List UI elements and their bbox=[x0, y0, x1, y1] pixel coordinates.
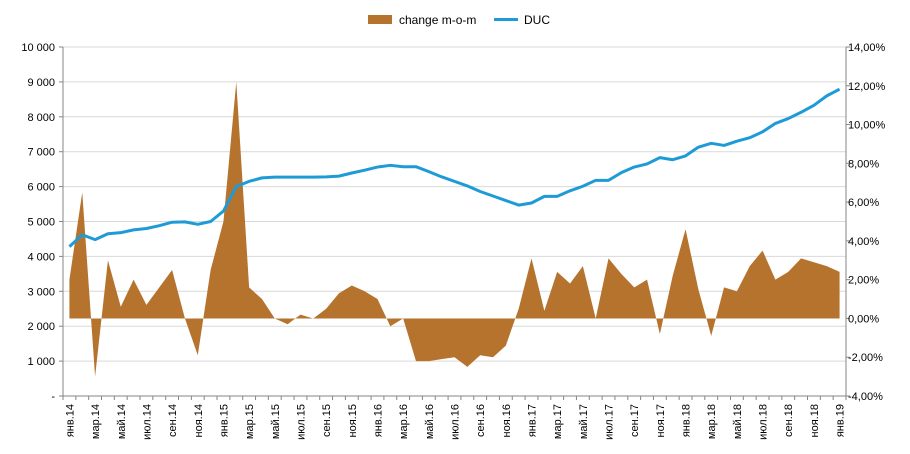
left-axis-tick-label: 7 000 bbox=[27, 147, 55, 159]
right-axis-tick-label: 2,00% bbox=[848, 275, 879, 287]
x-axis-tick-label: май.15 bbox=[270, 404, 282, 439]
x-axis-tick-label: ноя.15 bbox=[347, 404, 359, 437]
x-axis-tick-label: июл.16 bbox=[450, 404, 462, 440]
left-axis-tick-label: 8 000 bbox=[27, 112, 55, 124]
right-axis-tick-label: 14,00% bbox=[848, 42, 886, 54]
left-axis-tick-label: 1 000 bbox=[27, 356, 55, 368]
x-axis-tick-label: янв.18 bbox=[681, 404, 693, 437]
x-axis-tick-label: ноя.17 bbox=[655, 404, 667, 437]
legend-label-change-mom: change m-o-m bbox=[399, 13, 476, 27]
duc-line-series bbox=[68, 87, 841, 248]
left-axis-tick-label: 5 000 bbox=[27, 217, 55, 229]
left-axis-tick-label: 6 000 bbox=[27, 182, 55, 194]
x-axis-tick-label: мар.17 bbox=[552, 404, 564, 439]
x-axis-tick-label: янв.17 bbox=[527, 404, 539, 437]
x-axis-tick-label: июл.18 bbox=[758, 404, 770, 440]
right-axis-tick-label: -2,00% bbox=[848, 352, 883, 364]
right-axis-tick-label: 10,00% bbox=[848, 120, 886, 132]
x-axis-tick-label: май.18 bbox=[732, 404, 744, 439]
left-axis-ticks: - 1 000 2 000 3 000 4 000 5 000 6 000 7 000 8 00… bbox=[21, 42, 63, 403]
left-axis-tick-label: 3 000 bbox=[27, 286, 55, 298]
x-axis-tick-label: мар.18 bbox=[706, 404, 718, 439]
x-axis-tick-label: ноя.14 bbox=[193, 404, 205, 437]
x-axis-tick-label: сен.16 bbox=[475, 404, 487, 437]
duc-line bbox=[68, 87, 841, 248]
x-axis-tick-label: янв.15 bbox=[218, 404, 230, 437]
left-axis-tick-label: 2 000 bbox=[27, 321, 55, 333]
right-axis-ticks: -4,00% -2,00% 0,00% 2,00% 4,00% 6,00% 8,00% 10,… bbox=[846, 42, 886, 403]
x-axis-tick-label: май.14 bbox=[116, 404, 128, 439]
right-axis-tick-label: 4,00% bbox=[848, 236, 879, 248]
x-axis-tick-label: мар.15 bbox=[244, 404, 256, 439]
x-axis-tick-label: май.17 bbox=[578, 404, 590, 439]
x-axis-tick-label: янв.19 bbox=[835, 404, 847, 437]
x-axis-tick-label: июл.17 bbox=[604, 404, 616, 440]
change-mom-area bbox=[69, 81, 840, 377]
x-axis-tick-label: май.16 bbox=[424, 404, 436, 439]
x-axis-tick-label: мар.14 bbox=[90, 404, 102, 439]
left-axis-tick-label: 9 000 bbox=[27, 77, 55, 89]
right-axis-tick-label: 8,00% bbox=[848, 158, 879, 170]
x-axis-ticks: янв.14 мар.14 май.14 июл.14 сен.14 ноя.14 янв.… bbox=[62, 396, 847, 440]
x-axis-tick-label: июл.14 bbox=[141, 404, 153, 440]
left-axis-tick-label: 4 000 bbox=[27, 251, 55, 263]
x-axis-tick-label: сен.15 bbox=[321, 404, 333, 437]
x-axis-tick-label: янв.16 bbox=[372, 404, 384, 437]
legend-swatch-change-mom bbox=[368, 15, 392, 24]
x-axis-tick-label: сен.14 bbox=[167, 404, 179, 437]
legend: change m-o-m DUC bbox=[368, 13, 550, 27]
x-axis-tick-label: мар.16 bbox=[398, 404, 410, 439]
x-axis-tick-label: сен.17 bbox=[629, 404, 641, 437]
x-axis-tick-label: ноя.18 bbox=[809, 404, 821, 437]
x-axis-tick-label: сен.18 bbox=[783, 404, 795, 437]
right-axis-tick-label: 12,00% bbox=[848, 81, 886, 93]
change-mom-area-series bbox=[69, 81, 840, 377]
x-axis-tick-label: ноя.16 bbox=[501, 404, 513, 437]
left-axis-tick-label: 10 000 bbox=[21, 42, 55, 54]
right-axis-tick-label: -4,00% bbox=[848, 391, 883, 403]
x-axis-tick-label: янв.14 bbox=[64, 404, 76, 437]
right-axis-tick-label: 0,00% bbox=[848, 313, 879, 325]
left-axis-tick-label: - bbox=[51, 391, 55, 403]
right-axis-tick-label: 6,00% bbox=[848, 197, 879, 209]
legend-label-duc: DUC bbox=[524, 13, 550, 27]
x-axis-tick-label: июл.15 bbox=[295, 404, 307, 440]
